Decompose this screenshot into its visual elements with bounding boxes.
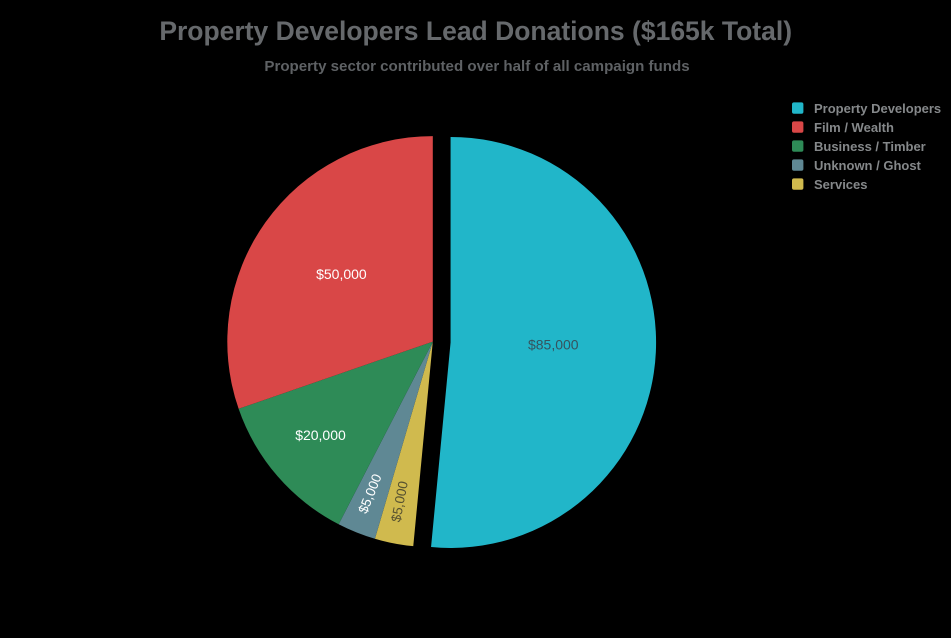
- svg-text:Film / Wealth: Film / Wealth: [814, 120, 894, 135]
- svg-text:Property Developers Lead Donat: Property Developers Lead Donations ($165…: [159, 16, 792, 46]
- svg-text:$50,000: $50,000: [316, 266, 367, 282]
- svg-text:Property sector contributed ov: Property sector contributed over half of…: [264, 58, 689, 75]
- svg-text:$20,000: $20,000: [295, 427, 346, 443]
- svg-text:Property Developers: Property Developers: [814, 101, 941, 116]
- svg-text:Unknown / Ghost: Unknown / Ghost: [814, 158, 922, 173]
- svg-text:Business / Timber: Business / Timber: [814, 139, 926, 154]
- svg-text:$85,000: $85,000: [528, 337, 579, 353]
- svg-text:Services: Services: [814, 177, 868, 192]
